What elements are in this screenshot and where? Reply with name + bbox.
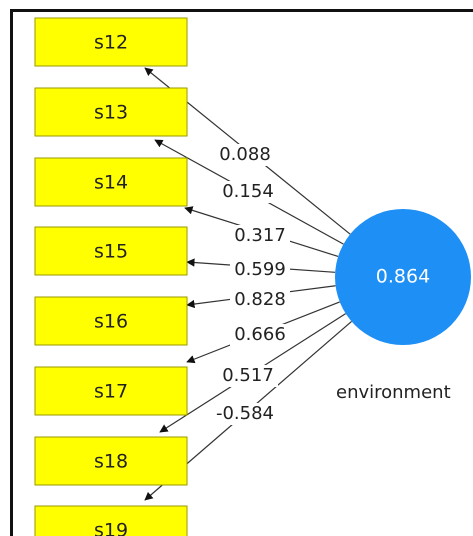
edge-label: 0.317 (234, 225, 286, 246)
edge-label-bg (215, 403, 275, 425)
indicator-label: s12 (94, 32, 128, 54)
construct-circle (335, 209, 471, 345)
indicator-label: s15 (94, 241, 128, 263)
indicator-box (34, 366, 188, 416)
edge-label: -0.584 (216, 403, 274, 424)
indicator-label: s18 (94, 451, 128, 473)
indicator-label: s14 (94, 172, 128, 194)
edge-label-bg (230, 259, 290, 281)
frame (10, 9, 473, 536)
indicator-box (34, 17, 188, 67)
indicator-label: s13 (94, 102, 128, 124)
construct-label: environment (336, 382, 451, 403)
indicator-box (34, 296, 188, 346)
edge-label-bg (230, 225, 290, 247)
indicator-label: s19 (94, 520, 128, 536)
edge-label: 0.517 (222, 365, 274, 386)
indicator-label: s17 (94, 381, 128, 403)
indicator-box (34, 436, 188, 486)
edge-label: 0.666 (234, 324, 286, 345)
indicator-box (34, 505, 188, 536)
construct-value: 0.864 (376, 266, 430, 288)
indicator-box (34, 226, 188, 276)
indicator-box (34, 87, 188, 137)
edge-label-bg (230, 324, 290, 346)
edge-label: 0.828 (234, 289, 286, 310)
edge-label-bg (218, 181, 278, 203)
indicator-box (34, 157, 188, 207)
edge-label-bg (230, 289, 290, 311)
indicator-label: s16 (94, 311, 128, 333)
edge-label: 0.154 (222, 181, 274, 202)
edge-label: 0.599 (234, 259, 286, 280)
edge-label-bg (215, 144, 275, 166)
edge-label-bg (218, 365, 278, 387)
edge-label: 0.088 (219, 144, 271, 165)
